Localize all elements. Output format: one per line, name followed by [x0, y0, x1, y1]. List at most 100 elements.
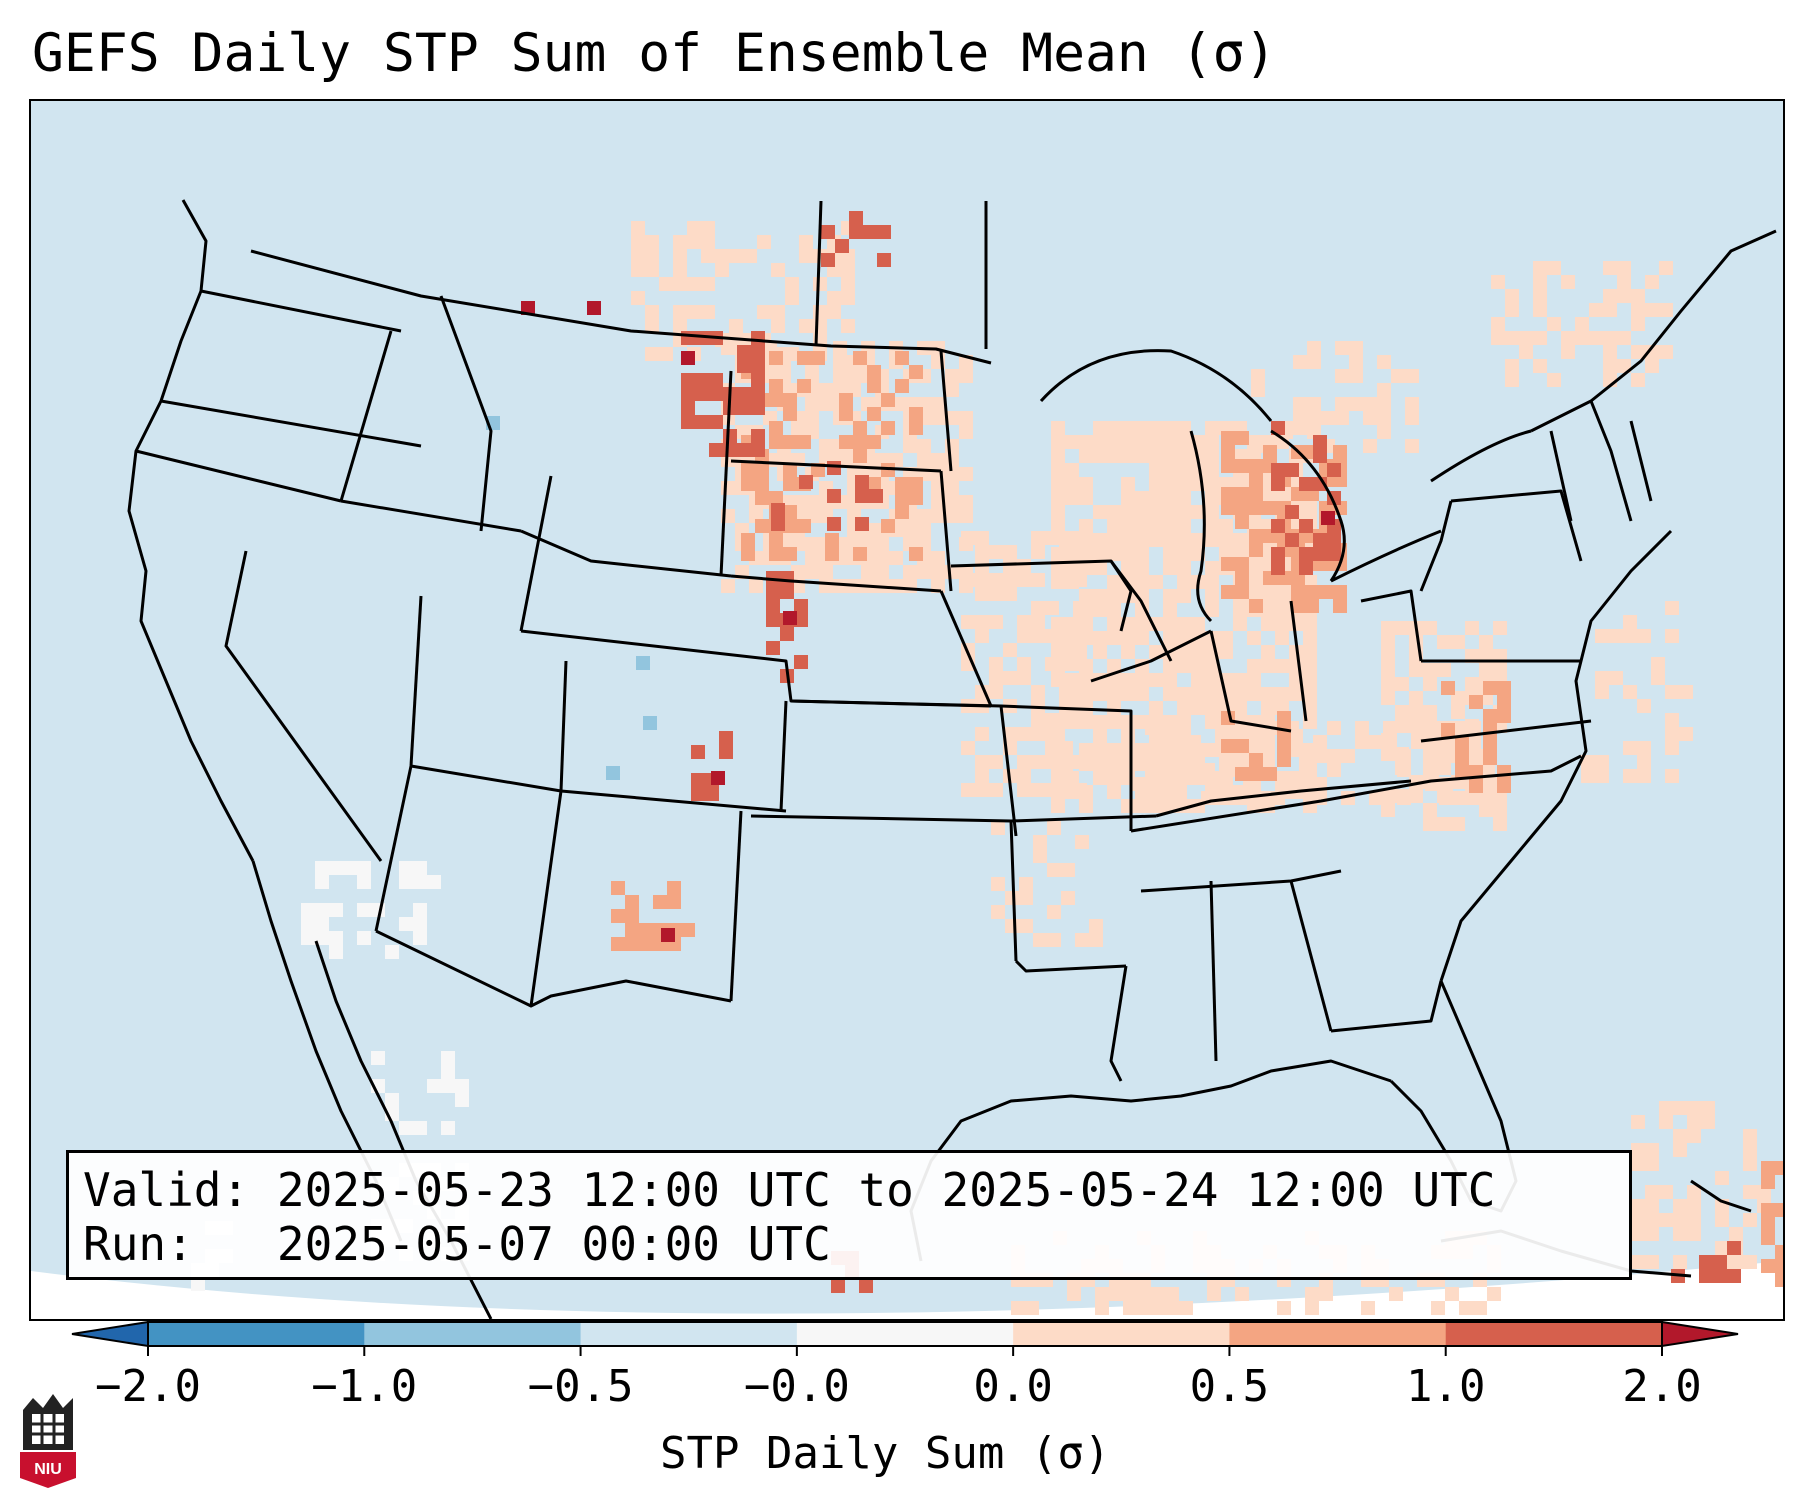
stp-cell — [819, 565, 833, 579]
stp-cell — [1377, 355, 1391, 369]
stp-cell — [1079, 799, 1093, 813]
stp-cell — [1589, 331, 1603, 345]
stp-cell — [1135, 687, 1149, 701]
stp-cell — [1163, 687, 1177, 701]
colorbar-tick-label: 2.0 — [1622, 1361, 1702, 1412]
stp-cell — [691, 787, 705, 801]
stp-cell — [1191, 673, 1205, 687]
stp-cell — [1491, 317, 1505, 331]
stp-cell-extreme — [587, 301, 601, 315]
stp-cell — [1261, 659, 1275, 673]
stp-cell — [1775, 1203, 1783, 1217]
stp-cell — [827, 489, 841, 503]
stp-cell — [895, 379, 909, 393]
stp-cell — [1251, 369, 1265, 383]
stp-cell — [1701, 1115, 1715, 1129]
stp-cell — [1135, 743, 1149, 757]
stp-cell — [1575, 331, 1589, 345]
stp-cell — [1235, 1287, 1249, 1301]
stp-cell — [1631, 1227, 1645, 1241]
stp-cell — [1293, 355, 1307, 369]
stp-cell — [427, 1079, 441, 1093]
stp-cell — [673, 235, 687, 249]
stp-cell — [1249, 753, 1263, 767]
stp-cell — [729, 249, 743, 263]
stp-cell — [1687, 1227, 1701, 1241]
stp-cell — [413, 931, 427, 945]
stp-cell — [1687, 1199, 1701, 1213]
stp-cell — [1121, 435, 1135, 449]
stp-cell — [769, 435, 783, 449]
stp-cell — [855, 517, 869, 531]
stp-cell — [1665, 685, 1679, 699]
stp-cell — [785, 277, 799, 291]
stp-cell — [1743, 1129, 1757, 1143]
stp-cell — [1299, 477, 1313, 491]
stp-cell — [1319, 1287, 1333, 1301]
stp-cell — [839, 407, 853, 421]
stp-cell — [975, 545, 989, 559]
stp-cell — [1045, 783, 1059, 797]
stp-cell — [1473, 1301, 1487, 1315]
stp-cell — [959, 467, 973, 481]
stp-cell — [631, 235, 645, 249]
stp-cell — [357, 875, 371, 889]
stp-cell — [811, 351, 825, 365]
stp-cell — [839, 393, 853, 407]
stp-cell — [769, 491, 783, 505]
stp-cell — [1205, 659, 1219, 673]
stp-cell — [989, 671, 1003, 685]
stp-cell — [1093, 603, 1107, 617]
stp-cell — [1313, 547, 1327, 561]
stp-cell — [1687, 1213, 1701, 1227]
stp-cell — [1045, 531, 1059, 545]
stp-cell — [1177, 477, 1191, 491]
stp-cell — [1497, 779, 1511, 793]
stp-cell — [1247, 687, 1261, 701]
stp-cell — [687, 277, 701, 291]
stp-cell — [1631, 289, 1645, 303]
stp-cell — [1145, 721, 1159, 735]
stp-cell — [1637, 755, 1651, 769]
stp-cell — [1603, 331, 1617, 345]
stp-cell — [975, 531, 989, 545]
stp-cell — [1191, 645, 1205, 659]
stp-cell — [639, 937, 653, 951]
stp-cell — [1149, 505, 1163, 519]
stp-cell — [357, 861, 371, 875]
stp-cell — [1047, 821, 1061, 835]
stp-cell — [1093, 757, 1107, 771]
stp-cell — [1303, 617, 1317, 631]
stp-cell — [1059, 755, 1073, 769]
stp-cell — [1369, 735, 1383, 749]
colorbar-tick-label: −0.5 — [527, 1361, 634, 1412]
valid-run-info-box: Valid: 2025-05-23 12:00 UTC to 2025-05-2… — [66, 1150, 1632, 1280]
stp-cell — [1303, 645, 1317, 659]
boundaries — [127, 199, 1777, 1319]
stp-cell — [1595, 755, 1609, 769]
stp-cell — [1145, 763, 1159, 777]
stp-cell — [1045, 727, 1059, 741]
stp-cell — [1327, 763, 1341, 777]
stp-cell — [1107, 631, 1121, 645]
stp-cell — [1149, 477, 1163, 491]
stp-cell — [1659, 345, 1673, 359]
stp-cell — [1205, 589, 1219, 603]
stp-cell — [1177, 575, 1191, 589]
stp-cell — [631, 263, 645, 277]
stp-cell — [1645, 1213, 1659, 1227]
stp-cell — [1561, 275, 1575, 289]
stp-cell — [975, 629, 989, 643]
stp-cell — [1121, 673, 1135, 687]
stp-cell — [1011, 1301, 1025, 1315]
stp-cell — [1005, 919, 1019, 933]
stp-cell — [1051, 421, 1065, 435]
stp-cell — [895, 477, 909, 491]
stp-cell — [659, 347, 673, 361]
stp-cell — [1079, 589, 1093, 603]
stp-cell — [1017, 783, 1031, 797]
stp-cell — [1131, 777, 1145, 791]
stp-cell — [769, 379, 783, 393]
stp-cell — [625, 937, 639, 951]
stp-cell — [961, 741, 975, 755]
